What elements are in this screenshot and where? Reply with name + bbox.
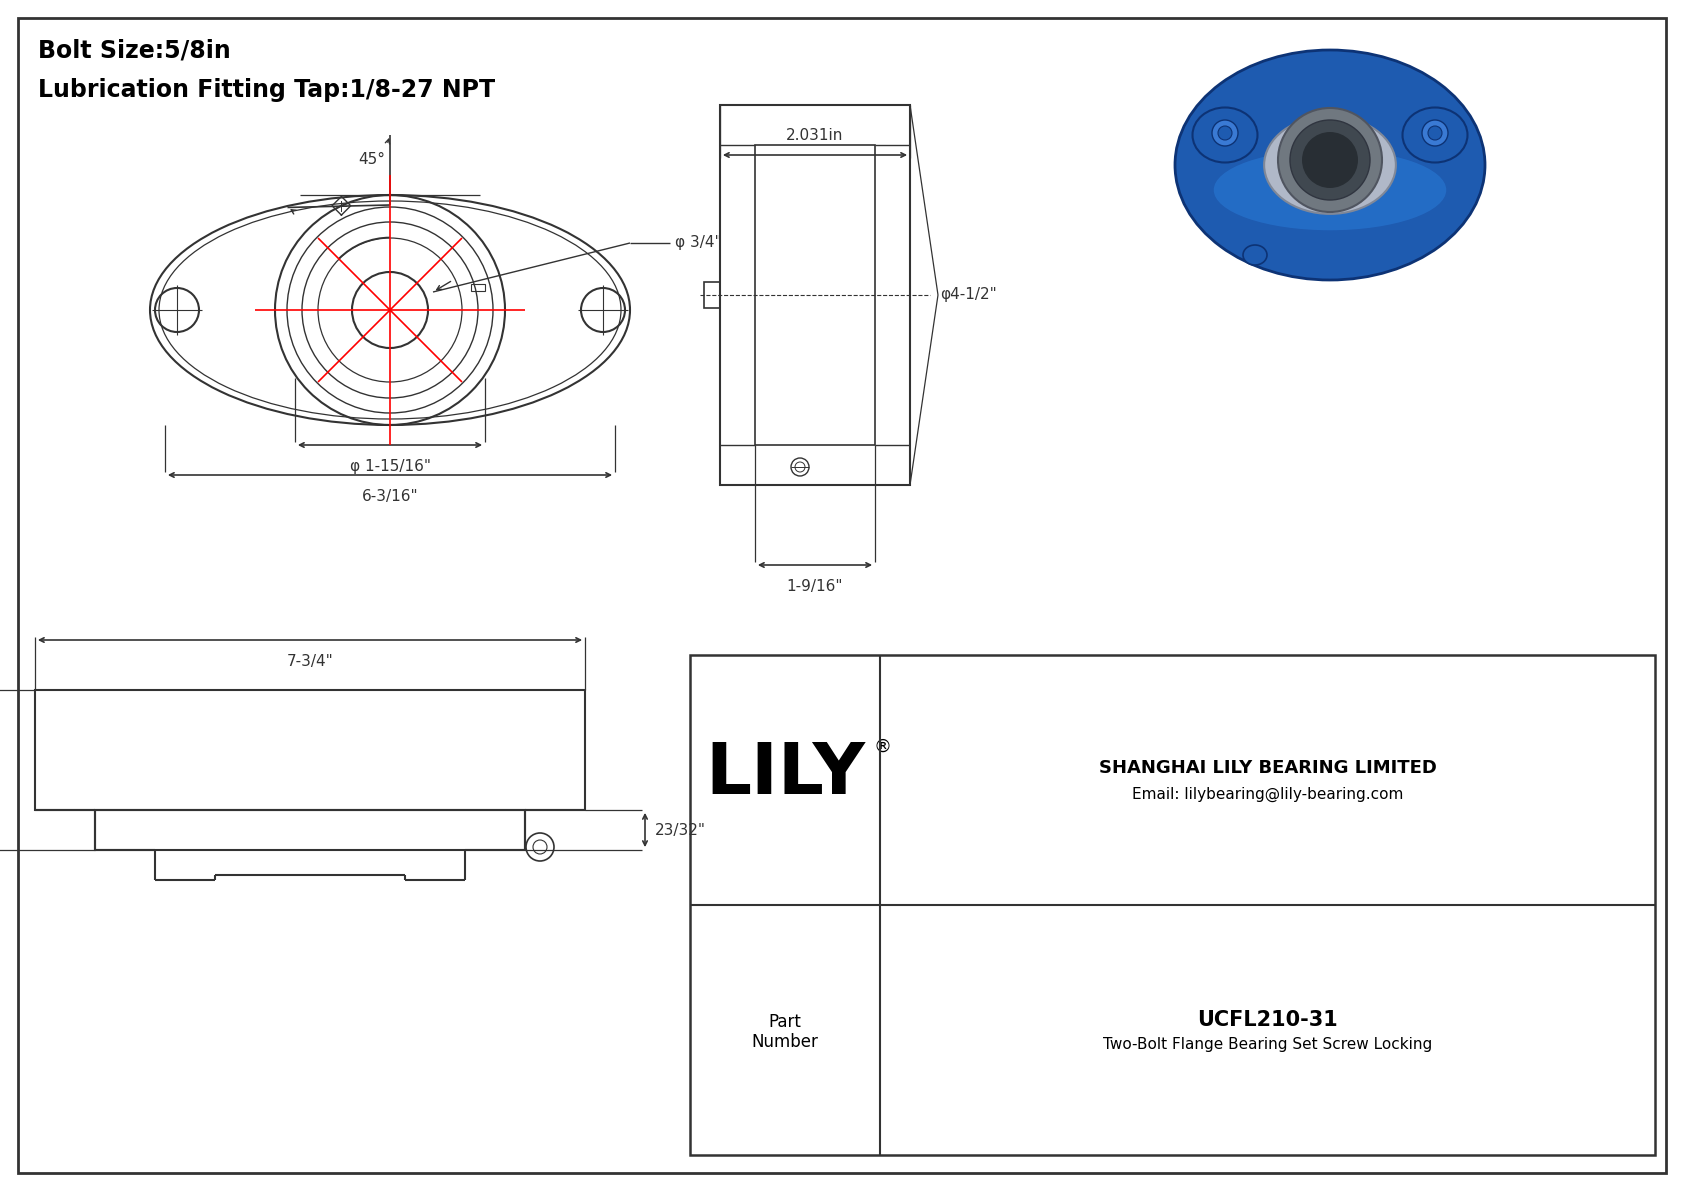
Circle shape xyxy=(1290,120,1371,200)
Bar xyxy=(754,145,876,445)
Text: ®: ® xyxy=(872,738,891,756)
Ellipse shape xyxy=(1214,150,1447,230)
Circle shape xyxy=(1421,120,1448,146)
Text: Two-Bolt Flange Bearing Set Screw Locking: Two-Bolt Flange Bearing Set Screw Lockin… xyxy=(1103,1036,1431,1052)
Text: φ 1-15/16": φ 1-15/16" xyxy=(350,459,431,474)
Text: 23/32": 23/32" xyxy=(655,823,706,837)
Ellipse shape xyxy=(1403,107,1467,162)
Circle shape xyxy=(1302,132,1357,188)
Circle shape xyxy=(1218,126,1233,141)
Bar xyxy=(721,105,909,485)
Text: 7-3/4": 7-3/4" xyxy=(286,654,333,669)
Text: 1-9/16": 1-9/16" xyxy=(786,579,844,594)
Text: Bolt Size:5/8in: Bolt Size:5/8in xyxy=(39,38,231,62)
Bar xyxy=(470,283,485,291)
Text: 45°: 45° xyxy=(359,152,386,168)
Bar xyxy=(35,690,584,810)
Circle shape xyxy=(1428,126,1442,141)
Bar xyxy=(690,655,1655,1155)
Ellipse shape xyxy=(1175,50,1485,280)
Text: Number: Number xyxy=(751,1033,818,1050)
Circle shape xyxy=(1278,108,1383,212)
Ellipse shape xyxy=(1265,117,1396,214)
Bar xyxy=(94,810,525,850)
Text: Email: lilybearing@lily-bearing.com: Email: lilybearing@lily-bearing.com xyxy=(1132,786,1403,802)
Circle shape xyxy=(1212,120,1238,146)
Text: Lubrication Fitting Tap:1/8-27 NPT: Lubrication Fitting Tap:1/8-27 NPT xyxy=(39,77,495,102)
Ellipse shape xyxy=(1192,107,1258,162)
Text: SHANGHAI LILY BEARING LIMITED: SHANGHAI LILY BEARING LIMITED xyxy=(1098,759,1436,777)
Text: UCFL210-31: UCFL210-31 xyxy=(1197,1010,1337,1030)
Text: φ 3/4": φ 3/4" xyxy=(675,236,722,250)
Text: φ4-1/2": φ4-1/2" xyxy=(940,287,997,303)
Text: 6-3/16": 6-3/16" xyxy=(362,490,418,504)
Text: LILY: LILY xyxy=(706,741,866,810)
Text: Part: Part xyxy=(768,1014,802,1031)
Text: 2.031in: 2.031in xyxy=(786,127,844,143)
Bar xyxy=(704,282,721,308)
Ellipse shape xyxy=(1243,245,1266,266)
